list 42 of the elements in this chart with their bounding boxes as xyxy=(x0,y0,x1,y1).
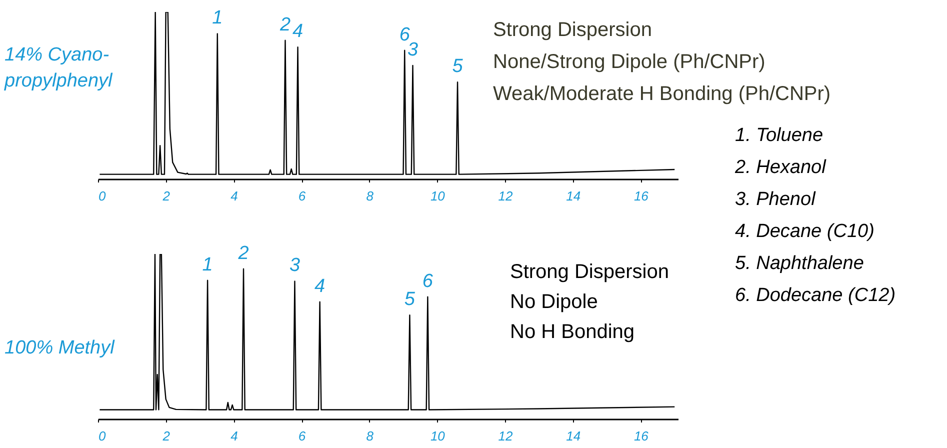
text: 2. Hexanol xyxy=(735,156,828,180)
x-tick-label: 0 xyxy=(98,188,106,204)
x-tick-label: 6 xyxy=(298,428,306,444)
x-tick-label: 16 xyxy=(634,428,650,444)
text: 5. Naphthalene xyxy=(735,252,865,276)
x-tick-label: 6 xyxy=(298,188,306,204)
x-tick-label: 4 xyxy=(230,428,238,444)
x-tick-label: 12 xyxy=(498,428,514,444)
annotation: 4 xyxy=(314,276,326,297)
annotation: 3 xyxy=(289,255,300,276)
x-tick-label: 12 xyxy=(498,188,514,204)
annotation: 2 xyxy=(278,14,291,36)
annotation: 2 xyxy=(237,242,250,264)
x-tick-label: 2 xyxy=(162,188,171,204)
annotation: No Dipole xyxy=(510,291,598,313)
annotation: None/Strong Dipole (Ph/CNPr) xyxy=(493,51,766,73)
x-tick-label: 14 xyxy=(566,428,581,444)
annotation: Weak/Moderate H Bonding (Ph/CNPr) xyxy=(493,83,831,105)
x-tick-label: 8 xyxy=(366,428,374,444)
x-tick-label: 2 xyxy=(162,428,171,444)
y-axis-title: 100% Methyl xyxy=(4,338,116,358)
text: 1. Toluene xyxy=(735,124,824,148)
annotation: No H Bonding xyxy=(510,321,635,343)
text: 6. Dodecane (C12) xyxy=(735,284,896,308)
x-tick-label: 14 xyxy=(566,188,581,204)
y-axis-title: 14% Cyano- propylphenyl xyxy=(4,44,114,92)
annotation: 1 xyxy=(202,254,213,276)
annotation: Strong Dispersion xyxy=(510,261,669,283)
x-tick-label: 16 xyxy=(634,188,650,204)
x-tick-label: 0 xyxy=(98,428,106,444)
annotation: 4 xyxy=(292,21,304,42)
text: 3. Phenol xyxy=(735,188,817,212)
x-tick-label: 8 xyxy=(366,188,374,204)
annotation: 5 xyxy=(404,289,416,310)
x-tick-label: 10 xyxy=(430,428,446,444)
text: 4. Decane (C10) xyxy=(735,220,876,244)
annotation: 5 xyxy=(452,56,464,78)
annotation: 6 xyxy=(422,270,434,292)
annotation: Strong Dispersion xyxy=(493,19,652,41)
annotation: 1 xyxy=(212,8,223,29)
x-tick-label: 4 xyxy=(230,188,238,204)
x-tick-label: 10 xyxy=(430,188,446,204)
